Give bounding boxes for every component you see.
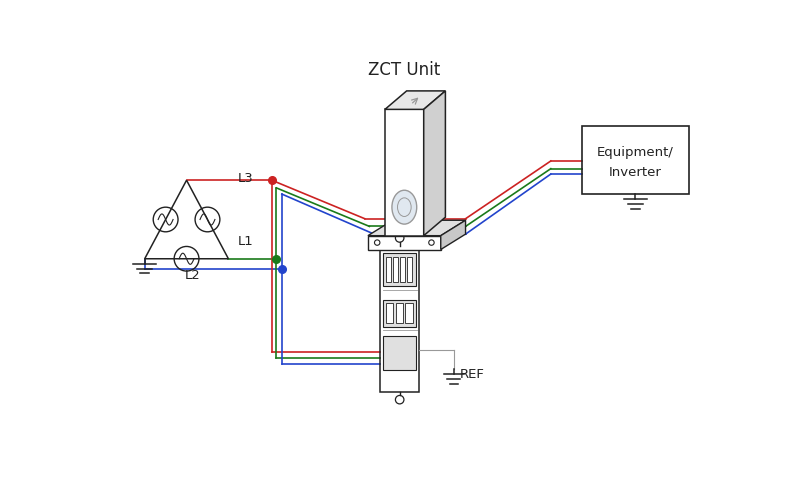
FancyBboxPatch shape	[405, 303, 413, 324]
Text: L2: L2	[185, 269, 201, 282]
Text: ZCT Unit: ZCT Unit	[368, 61, 440, 79]
Text: L3: L3	[238, 172, 254, 185]
Polygon shape	[368, 220, 465, 236]
FancyBboxPatch shape	[385, 257, 390, 282]
FancyBboxPatch shape	[393, 257, 397, 282]
Polygon shape	[440, 220, 465, 249]
Polygon shape	[385, 91, 445, 109]
FancyBboxPatch shape	[383, 336, 416, 370]
Text: Equipment/: Equipment/	[597, 145, 674, 159]
FancyBboxPatch shape	[383, 253, 416, 285]
FancyBboxPatch shape	[400, 257, 405, 282]
Text: REF: REF	[460, 368, 485, 381]
Polygon shape	[424, 91, 445, 236]
Text: Inverter: Inverter	[609, 166, 662, 179]
Ellipse shape	[392, 190, 417, 224]
Polygon shape	[368, 236, 440, 249]
FancyBboxPatch shape	[407, 257, 412, 282]
Polygon shape	[385, 109, 424, 236]
FancyBboxPatch shape	[396, 303, 403, 324]
FancyBboxPatch shape	[383, 300, 416, 326]
FancyBboxPatch shape	[385, 303, 393, 324]
Text: L1: L1	[238, 235, 254, 248]
